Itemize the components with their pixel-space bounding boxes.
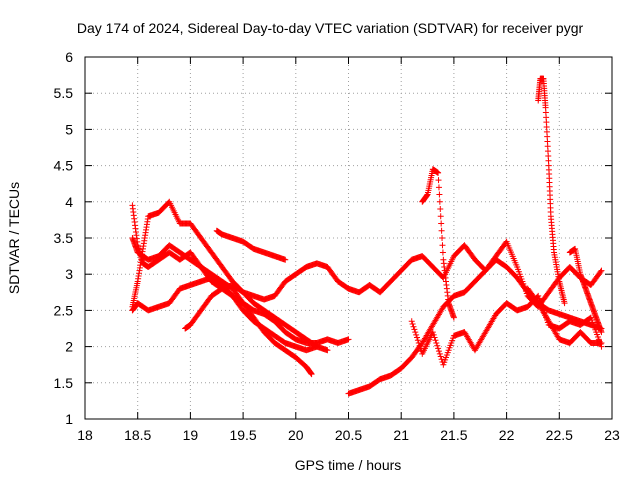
x-tick-label: 22 — [499, 427, 515, 443]
data-point — [433, 339, 440, 346]
y-tick-label: 3 — [65, 266, 73, 282]
x-tick-label: 19 — [183, 427, 199, 443]
x-tick-labels: 18 18.5 19 19.5 20 20.5 21 21.5 22 22.5 23 — [77, 427, 620, 443]
y-tick-label: 5 — [65, 121, 73, 137]
y-tick-label: 3.5 — [54, 230, 74, 246]
data-marks — [129, 75, 605, 397]
grid — [85, 57, 612, 419]
data-point — [597, 268, 604, 275]
data-point — [410, 323, 417, 330]
data-point — [435, 177, 442, 184]
data-point — [439, 235, 446, 241]
y-tick-label: 5.5 — [54, 85, 74, 101]
data-point — [439, 249, 446, 256]
series-track-a — [129, 202, 352, 346]
x-tick-label: 23 — [604, 427, 620, 443]
x-tick-label: 20.5 — [335, 427, 362, 443]
data-point — [435, 345, 442, 352]
data-point — [438, 227, 445, 234]
data-point — [412, 329, 419, 336]
x-tick-label: 18.5 — [124, 427, 151, 443]
series-track-b — [129, 235, 315, 378]
data-point — [598, 329, 605, 336]
x-tick-label: 21 — [393, 427, 409, 443]
data-point — [409, 320, 416, 327]
y-tick-label: 4 — [65, 194, 73, 210]
data-point — [598, 339, 605, 346]
series-track-k — [524, 285, 605, 346]
data-point — [437, 206, 444, 213]
series-track-j — [535, 75, 568, 307]
data-point — [437, 213, 444, 220]
x-tick-label: 18 — [77, 427, 93, 443]
axis-ticks — [84, 56, 613, 420]
data-point — [561, 300, 568, 307]
data-point — [408, 318, 415, 325]
plot-frame — [84, 56, 613, 420]
series-track-f — [213, 227, 289, 263]
data-point — [308, 371, 315, 378]
x-tick-label: 20 — [288, 427, 304, 443]
data-point — [432, 337, 439, 344]
x-tick-label: 21.5 — [440, 427, 467, 443]
series-track-e — [182, 238, 605, 332]
data-point — [324, 347, 331, 354]
y-tick-label: 2.5 — [54, 302, 74, 318]
x-axis-label: GPS time / hours — [295, 457, 402, 473]
data-point — [436, 191, 443, 198]
y-tick-label: 4.5 — [54, 158, 74, 174]
series-track-c — [129, 198, 331, 354]
series-track-i — [419, 166, 457, 321]
chart-title: Day 174 of 2024, Sidereal Day-to-day VTE… — [77, 20, 584, 36]
data-point — [435, 169, 442, 176]
y-tick-label: 1.5 — [54, 375, 74, 391]
y-tick-label: 1 — [65, 411, 73, 427]
data-point — [414, 337, 421, 344]
data-point — [313, 343, 320, 350]
data-point — [450, 314, 457, 321]
series-track-l — [566, 245, 605, 336]
data-point — [415, 339, 422, 346]
data-point — [438, 220, 445, 227]
data-point — [431, 334, 438, 341]
x-tick-label: 19.5 — [229, 427, 256, 443]
data-point — [436, 350, 443, 357]
series-track-d — [129, 274, 320, 354]
x-tick-label: 22.5 — [546, 427, 573, 443]
y-tick-label: 6 — [65, 49, 73, 65]
data-point — [437, 353, 444, 360]
data-point — [435, 348, 442, 355]
data-point — [430, 331, 437, 338]
series-track-h — [408, 292, 605, 368]
y-tick-labels: 1 1.5 2 2.5 3 3.5 4 4.5 5 5.5 6 — [54, 49, 74, 427]
data-point — [282, 256, 289, 263]
data-point — [416, 342, 423, 349]
data-point — [414, 334, 421, 341]
data-point — [413, 331, 420, 338]
data-point — [411, 326, 418, 333]
data-point — [429, 329, 436, 336]
data-point — [435, 184, 442, 191]
data-point — [436, 198, 443, 205]
data-point — [438, 356, 445, 363]
data-point — [598, 267, 605, 274]
data-point — [439, 242, 446, 249]
data-point — [345, 336, 352, 343]
y-axis-label: SDTVAR / TECUs — [6, 182, 22, 294]
y-tick-label: 2 — [65, 339, 73, 355]
data-point — [434, 342, 441, 349]
